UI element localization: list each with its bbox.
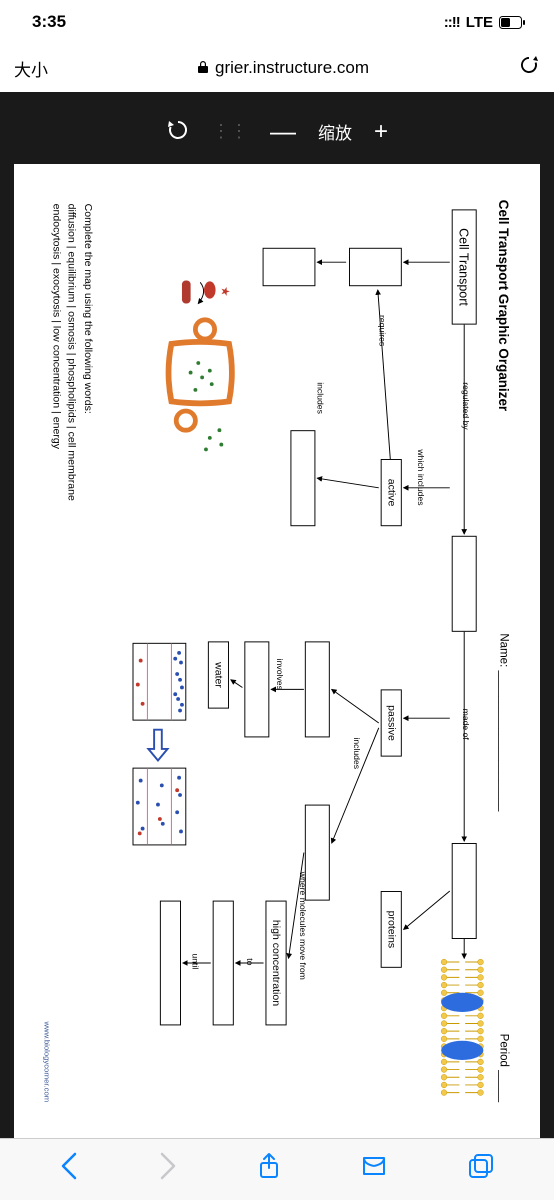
status-right: ::!! LTE xyxy=(444,14,526,31)
lock-icon xyxy=(197,60,209,77)
box-blank-passive-inc1 xyxy=(305,641,330,737)
word-bank: Complete the map using the following wor… xyxy=(49,204,95,501)
url-text: grier.instructure.com xyxy=(215,58,369,78)
zoom-in-button[interactable]: + xyxy=(374,118,388,146)
label-requires: requires xyxy=(378,315,388,346)
back-button[interactable] xyxy=(60,1152,78,1187)
box-blank-left1 xyxy=(349,248,402,286)
box-blank-regulated xyxy=(452,536,477,632)
box-blank-involves xyxy=(244,641,269,737)
label-to: to xyxy=(245,958,255,965)
bookmarks-button[interactable] xyxy=(361,1154,387,1185)
page-canvas[interactable]: Cell Transport Graphic Organizer Name: _… xyxy=(14,164,540,1138)
name-field-label: Name: ______________________ xyxy=(496,633,511,811)
network-label: LTE xyxy=(466,14,493,31)
endo-exo-illustration: ★ xyxy=(143,277,239,527)
box-active: active xyxy=(381,459,402,526)
box-blank-left2 xyxy=(263,248,316,286)
worksheet-header: Cell Transport Graphic Organizer Name: _… xyxy=(492,190,517,1112)
worksheet-title: Cell Transport Graphic Organizer xyxy=(496,200,511,411)
status-time: 3:35 xyxy=(32,12,66,32)
bottom-nav xyxy=(0,1138,554,1200)
label-includes2: includes xyxy=(352,737,362,769)
undo-button[interactable] xyxy=(166,117,190,147)
battery-icon xyxy=(499,16,526,29)
text-size-button[interactable]: 大小 xyxy=(14,56,48,81)
zoom-out-button[interactable]: — xyxy=(270,116,296,147)
credit-link: www.biologycorner.com xyxy=(43,1022,52,1103)
worksheet: Cell Transport Graphic Organizer Name: _… xyxy=(37,190,517,1112)
forward-button[interactable] xyxy=(159,1152,177,1187)
signal-icon: ::!! xyxy=(444,14,460,31)
word-bank-header: Complete the map using the following wor… xyxy=(80,204,95,501)
url-bar: 大小 grier.instructure.com xyxy=(0,44,554,92)
reload-button[interactable] xyxy=(518,54,540,82)
box-high-conc: high concentration xyxy=(265,901,286,1026)
share-button[interactable] xyxy=(258,1152,280,1187)
label-made-of: made of xyxy=(461,709,471,740)
box-blank-madeof xyxy=(452,843,477,939)
box-blank-to xyxy=(213,901,234,1026)
membrane-illustration xyxy=(421,958,488,1102)
word-bank-line2: endocytosis | exocytosis | low concentra… xyxy=(49,204,64,501)
box-blank-until xyxy=(160,901,181,1026)
label-regulated-by: regulated by xyxy=(461,382,471,430)
tabs-button[interactable] xyxy=(468,1153,494,1186)
url-display[interactable]: grier.instructure.com xyxy=(58,58,508,78)
box-proteins: proteins xyxy=(381,891,402,968)
label-which-includes: which includes xyxy=(416,449,426,505)
box-water: water xyxy=(208,641,229,708)
viewer-toolbar: ⋮⋮ — 缩放 + xyxy=(166,116,388,147)
box-passive: passive xyxy=(381,689,402,756)
label-until: until xyxy=(191,953,201,969)
document-viewer: ⋮⋮ — 缩放 + Cell Transport Graphic Organiz… xyxy=(0,92,554,1138)
label-involves: involves xyxy=(275,659,285,690)
svg-text:★: ★ xyxy=(218,286,230,296)
box-blank-includes xyxy=(290,430,315,526)
box-blank-passive-inc2 xyxy=(305,805,330,901)
label-includes1: includes xyxy=(315,382,325,414)
toolbar-divider: ⋮⋮ xyxy=(212,121,248,142)
zoom-label: 缩放 xyxy=(318,119,352,144)
status-bar: 3:35 ::!! LTE xyxy=(0,0,554,44)
word-bank-line1: diffusion | equilibrium | osmosis | phos… xyxy=(63,204,78,501)
period-field-label: Period _____ xyxy=(496,1034,511,1103)
diffusion-illustration xyxy=(104,641,190,852)
box-cell-transport: Cell Transport xyxy=(452,209,477,324)
label-where-from: where molecules move from xyxy=(298,872,308,980)
